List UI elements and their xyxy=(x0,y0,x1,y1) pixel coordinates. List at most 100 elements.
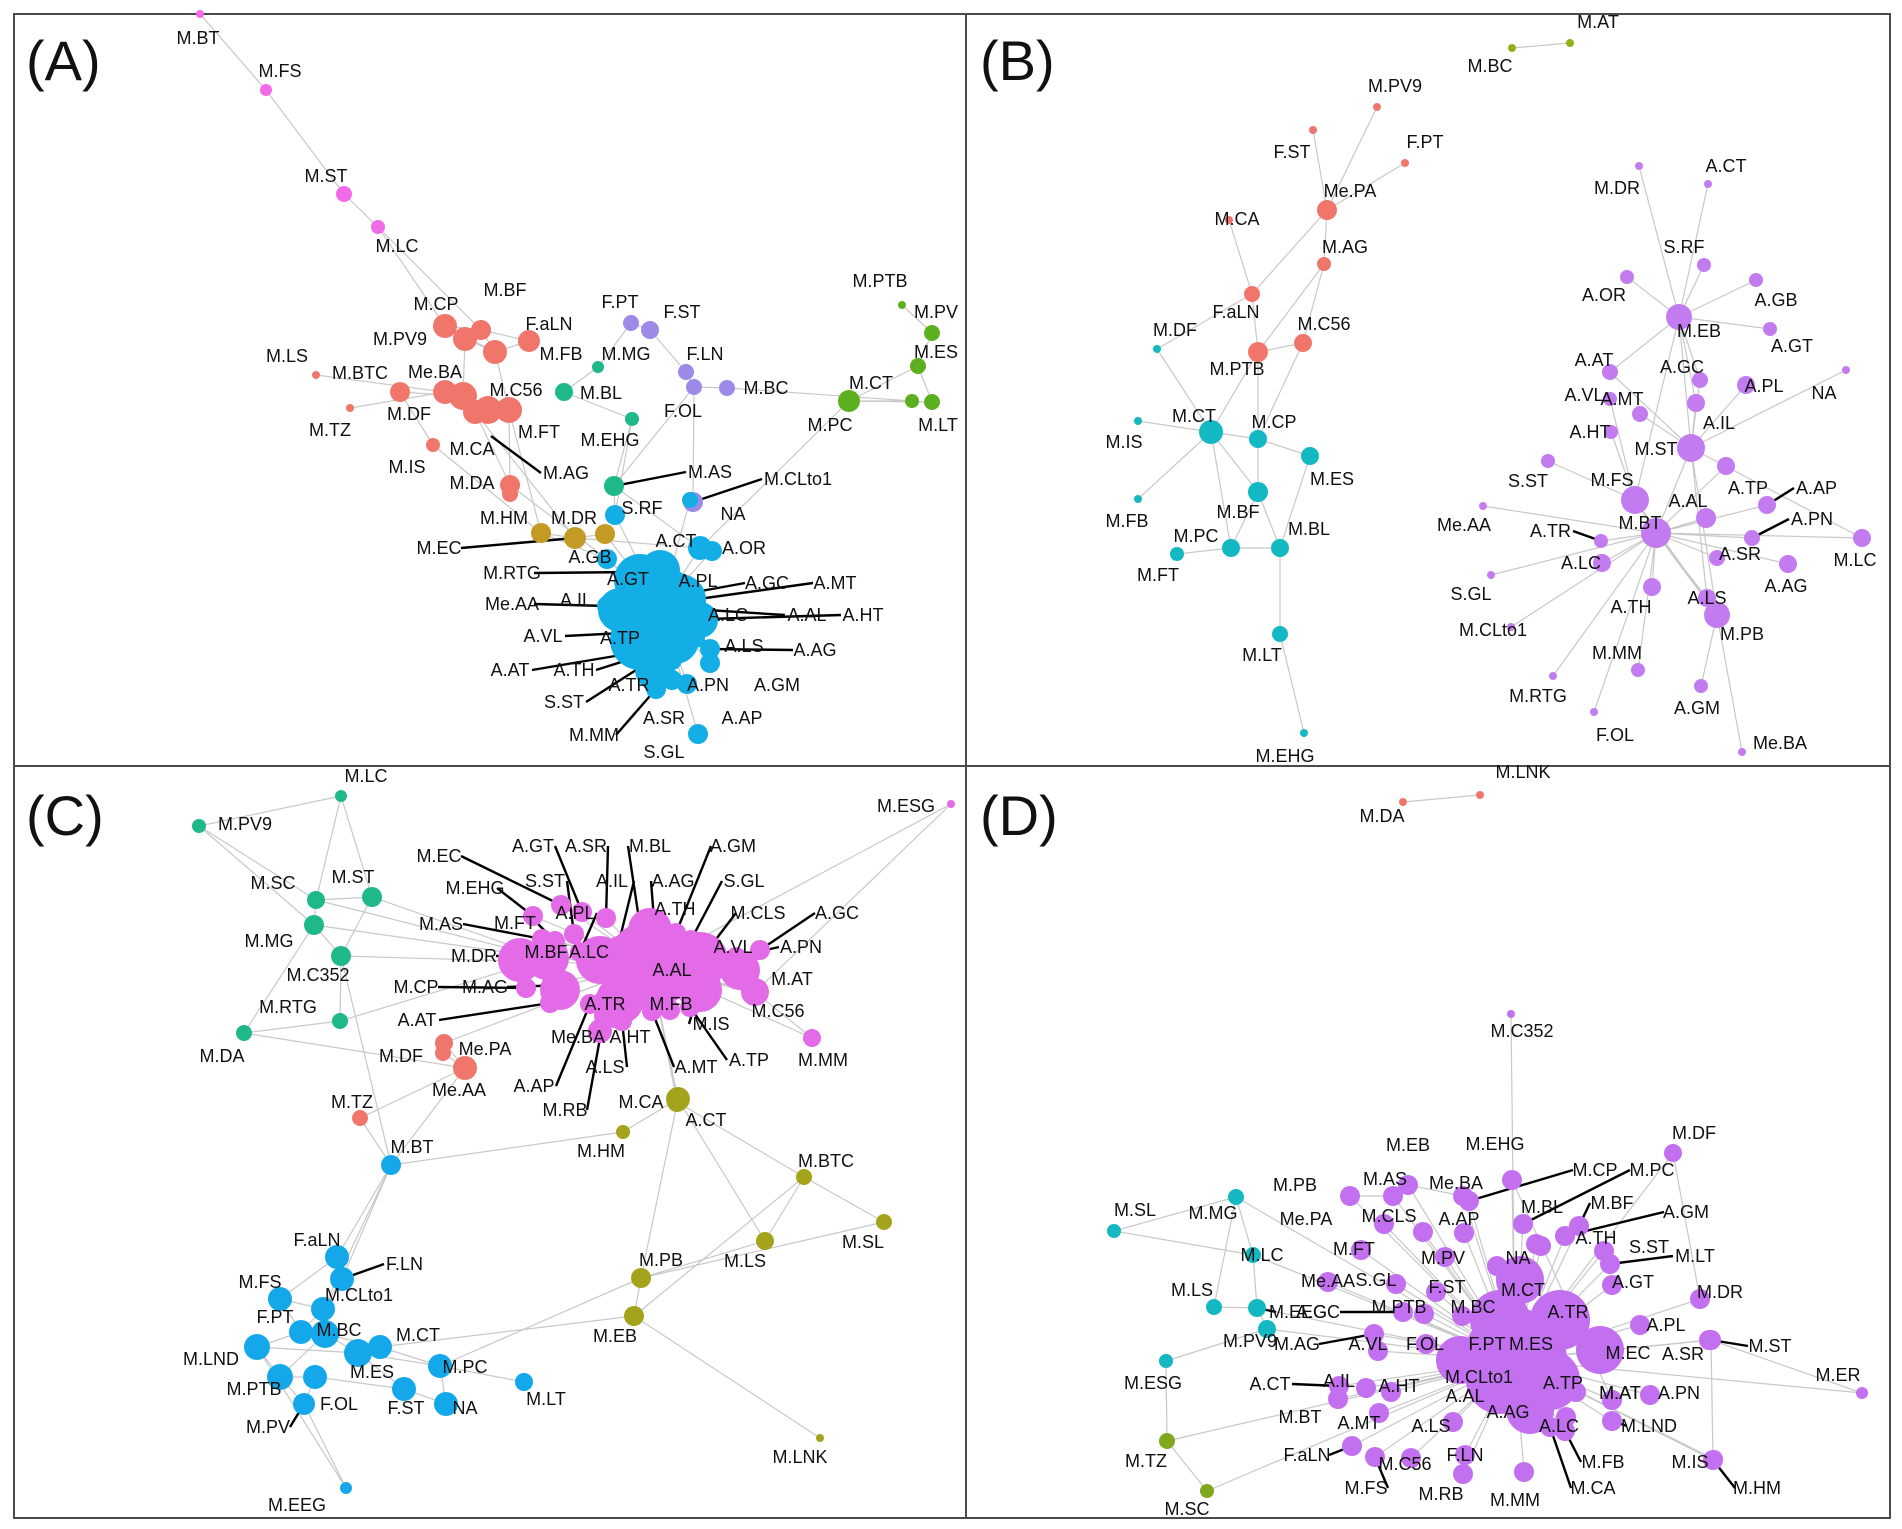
node-label-a-or: A.OR xyxy=(722,538,766,558)
node-a-tp xyxy=(1717,457,1735,475)
node-f-aln xyxy=(1342,1436,1362,1456)
node-label-me-ba: Me.BA xyxy=(1753,733,1807,753)
edge-m-dr-m-eb xyxy=(1638,165,1680,318)
node-label-m-as: M.AS xyxy=(688,462,732,482)
node-label-m-mm: M.MM xyxy=(1592,643,1642,663)
node-label-s-gl: S.GL xyxy=(1450,584,1491,604)
node-label-m-is: M.IS xyxy=(388,457,425,477)
node-label-m-eeg: M.EEG xyxy=(268,1495,326,1515)
node-m-fb xyxy=(1134,495,1142,503)
node-label-m-df: M.DF xyxy=(1153,320,1197,340)
node-me-ba xyxy=(1738,748,1746,756)
node-a-gb xyxy=(1749,273,1763,287)
node-label-a-at: A.AT xyxy=(1575,350,1614,370)
edge-me-aa-m-bt xyxy=(390,1067,466,1166)
node-label-f-st: F.ST xyxy=(1273,142,1310,162)
node-label-m-lc: M.LC xyxy=(375,236,418,256)
leader-line-m-ec xyxy=(460,854,562,907)
leader-line-m-pc xyxy=(1522,1168,1631,1226)
node-s-gl xyxy=(688,724,708,744)
node-m-ca xyxy=(1225,216,1233,224)
leader-line-m-as xyxy=(462,922,543,941)
node-label-m-c352: M.C352 xyxy=(286,965,349,985)
node-label-a-lc: A.LC xyxy=(1561,553,1601,573)
edge-m-df-f-aln xyxy=(1156,293,1253,350)
edge-m-c56-m-cp xyxy=(1257,342,1304,440)
node-m-pv xyxy=(293,1393,315,1415)
edge-m-ct-m-bf xyxy=(1210,431,1259,493)
edge-m-st-m-bt xyxy=(1655,447,1692,534)
node-a-lc xyxy=(1593,554,1611,572)
edge-f-ol-f-st xyxy=(314,1376,405,1390)
node-m-bt xyxy=(1641,518,1671,548)
node-label-m-clto1: M.CLto1 xyxy=(1459,620,1527,640)
node-label-m-ls: M.LS xyxy=(724,1251,766,1271)
edge-m-pv9-m-esg xyxy=(1165,1328,1268,1362)
edge-m-ag-a-gb xyxy=(509,484,608,560)
node-m-ehg xyxy=(625,412,639,426)
node-a-ap xyxy=(1758,496,1776,514)
node-label-m-rb: M.RB xyxy=(1419,1484,1464,1504)
node-label-m-esg: M.ESG xyxy=(1124,1373,1182,1393)
node-f-ol xyxy=(303,1365,327,1389)
node-m-c352 xyxy=(1507,1010,1515,1018)
node-label-m-lt: M.LT xyxy=(1675,1246,1715,1266)
edge-m-hm-m-bt xyxy=(390,1131,624,1166)
node-label-m-is: M.IS xyxy=(1671,1452,1708,1472)
leader-line-a-gt xyxy=(553,845,584,913)
edge-m-eb-m-lnk xyxy=(633,1315,821,1439)
node-a-mt xyxy=(1369,1403,1389,1423)
edge-m-mg-m-ls xyxy=(1213,1196,1237,1308)
edge-m-ehg-m-as xyxy=(613,418,633,487)
node-label-m-da: M.DA xyxy=(450,473,495,493)
node-label-a-pl: A.PL xyxy=(678,571,717,591)
node-label-m-clto1: M.CLto1 xyxy=(1445,1367,1513,1387)
node-m-ls xyxy=(1206,1299,1222,1315)
node-label-m-fs: M.FS xyxy=(1345,1478,1388,1498)
node-label-me-pa: Me.PA xyxy=(1280,1209,1333,1229)
node-label-m-eb: M.EB xyxy=(1677,321,1721,341)
edge-me-aa-m-bt xyxy=(1482,505,1657,534)
node-label-na: NA xyxy=(1505,1248,1530,1268)
node-a-gc xyxy=(750,940,770,960)
edge-m-lc-m-sc xyxy=(315,795,342,901)
node-label-m-eeg: M.EEG xyxy=(1269,1302,1327,1322)
edge-m-bt-m-fs xyxy=(199,13,267,91)
node-a-vl xyxy=(1368,1341,1388,1361)
node-label-a-vl: A.VL xyxy=(713,937,752,957)
node-label-m-st: M.ST xyxy=(1749,1336,1792,1356)
node-m-rb xyxy=(594,1006,614,1026)
node-na xyxy=(1487,1256,1507,1276)
node-a-gm xyxy=(1555,1226,1575,1246)
node-label-m-ec: M.EC xyxy=(417,538,462,558)
edge-m-ct-m-pc xyxy=(1210,431,1232,549)
node-label-m-ag: M.AG xyxy=(1322,237,1368,257)
node-label-f-aln: F.aLN xyxy=(1283,1445,1330,1465)
edge-s-gl-m-bt xyxy=(1490,532,1657,576)
node-m-bc xyxy=(1508,44,1516,52)
node-label-m-ct: M.CT xyxy=(849,373,893,393)
node-label-f-ol: F.OL xyxy=(1406,1334,1444,1354)
node-a-gt xyxy=(1602,1275,1622,1295)
node-label-m-ag: M.AG xyxy=(462,977,508,997)
node-label-m-ca: M.CA xyxy=(1571,1478,1616,1498)
node-label-m-lt: M.LT xyxy=(526,1389,566,1409)
node-m-st xyxy=(1701,1330,1721,1350)
node-m-ptb xyxy=(267,1364,293,1390)
leader-line-me-aa xyxy=(533,602,608,608)
node-m-esg xyxy=(947,800,955,808)
node-a-gt xyxy=(572,902,592,922)
node-label-m-eb: M.EB xyxy=(593,1326,637,1346)
node-label-s-gl: S.GL xyxy=(1355,1270,1396,1290)
node-a-mt xyxy=(642,1001,662,1021)
node-m-lt xyxy=(1600,1254,1620,1274)
node-m-cls xyxy=(1413,1222,1433,1242)
node-label-m-is: M.IS xyxy=(1105,432,1142,452)
node-m-at xyxy=(1602,1390,1622,1410)
node-label-m-hm: M.HM xyxy=(1733,1478,1781,1498)
node-label-m-eb: M.EB xyxy=(1386,1135,1430,1155)
edge-m-fs-m-st xyxy=(265,89,345,195)
edge-m-mg-m-lc xyxy=(1235,1196,1254,1256)
node-label-m-bc: M.BC xyxy=(1468,56,1513,76)
node-label-m-bl: M.BL xyxy=(1288,519,1330,539)
